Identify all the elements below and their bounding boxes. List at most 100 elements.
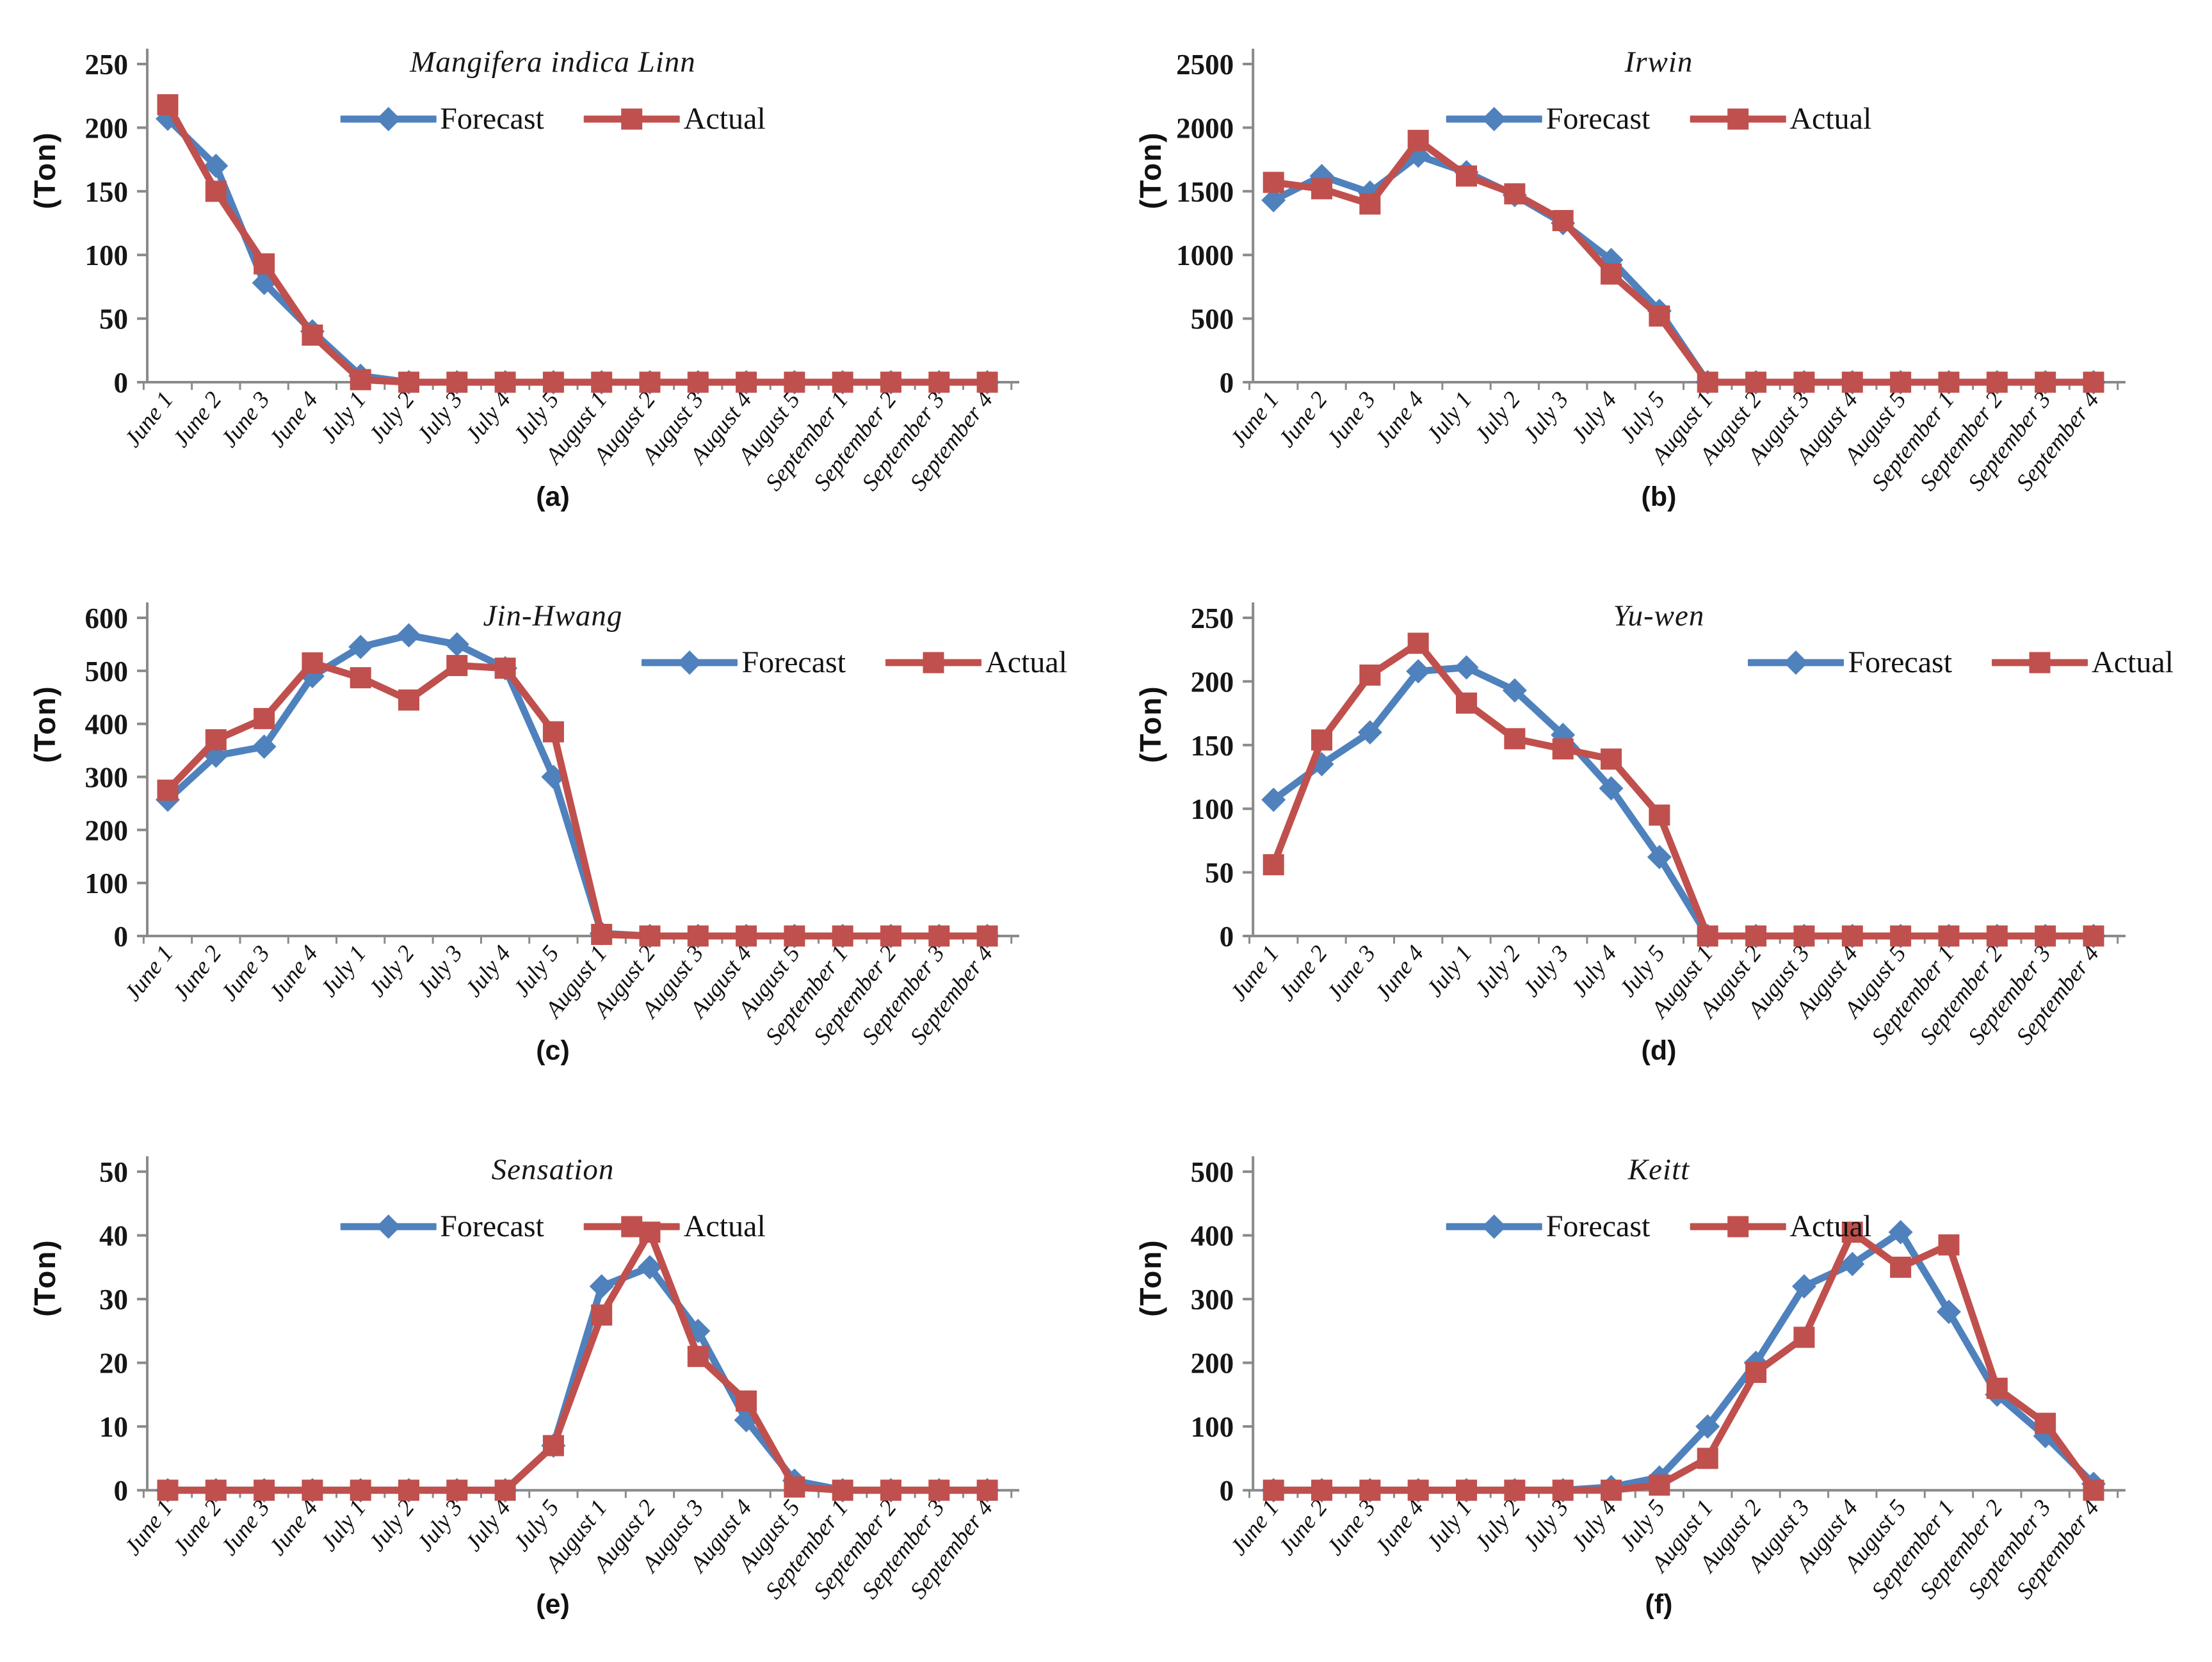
actual-marker bbox=[205, 729, 227, 751]
actual-marker bbox=[1311, 729, 1333, 751]
actual-marker bbox=[784, 371, 805, 393]
y-tick-label: 500 bbox=[1191, 1156, 1234, 1188]
actual-marker bbox=[494, 658, 516, 679]
actual-marker bbox=[302, 1480, 323, 1501]
forecast-marker bbox=[204, 154, 229, 179]
legend-forecast-label: Forecast bbox=[440, 102, 544, 136]
legend-forecast-label: Forecast bbox=[1848, 645, 1953, 679]
panel-b: Irwin (Ton) Forecast Actual 0 500 1000 1500… bbox=[1106, 0, 2212, 554]
actual-marker bbox=[1456, 692, 1478, 714]
panel-letter: (f) bbox=[1645, 1589, 1673, 1620]
legend-marker bbox=[376, 1214, 401, 1239]
panel-a: Mangifera indica Linn (Ton) Forecast Act… bbox=[0, 0, 1106, 554]
x-tick-label: June 2 bbox=[1273, 940, 1332, 1006]
actual-marker bbox=[2083, 925, 2104, 947]
legend-marker bbox=[621, 108, 643, 130]
x-tick-label: July 2 bbox=[364, 387, 419, 448]
actual-marker bbox=[639, 925, 661, 947]
actual-marker bbox=[687, 925, 709, 947]
y-tick-label: 200 bbox=[1191, 666, 1234, 698]
actual-marker bbox=[1793, 1327, 1815, 1348]
x-tick-label: July 3 bbox=[412, 940, 468, 1002]
actual-line-marker-icon bbox=[1690, 1216, 1786, 1238]
legend-item-actual: Actual bbox=[1992, 647, 2174, 678]
forecast-line bbox=[1270, 664, 2097, 940]
legend-marker bbox=[621, 1216, 643, 1238]
legend-marker bbox=[1727, 1216, 1748, 1238]
actual-marker bbox=[1697, 371, 1718, 393]
y-axis-label: (Ton) bbox=[28, 685, 61, 763]
actual-marker bbox=[1793, 371, 1815, 393]
actual-marker bbox=[1456, 1480, 1478, 1501]
y-tick-label: 100 bbox=[85, 239, 129, 271]
actual-marker bbox=[157, 94, 179, 116]
x-tick-label: June 2 bbox=[168, 1495, 227, 1560]
y-tick-label: 2500 bbox=[1176, 49, 1234, 81]
y-tick-label: 400 bbox=[1191, 1220, 1234, 1252]
actual-marker bbox=[1986, 1377, 2008, 1399]
legend-marker bbox=[376, 107, 401, 131]
y-axis-label: (Ton) bbox=[28, 131, 61, 209]
x-tick-label: July 1 bbox=[1421, 387, 1477, 448]
x-tick-label: June 1 bbox=[120, 1495, 179, 1560]
forecast-marker bbox=[1309, 752, 1334, 777]
actual-marker bbox=[1986, 925, 2008, 947]
actual-marker bbox=[1697, 1448, 1718, 1469]
x-tick-label: June 3 bbox=[1322, 387, 1381, 452]
forecast-marker bbox=[1695, 1414, 1720, 1439]
y-tick-label: 100 bbox=[1191, 1411, 1234, 1443]
actual-marker bbox=[1938, 371, 1960, 393]
legend-forecast-label: Forecast bbox=[1546, 1209, 1651, 1243]
actual-marker bbox=[1311, 178, 1333, 200]
y-tick-label: 2000 bbox=[1176, 112, 1234, 144]
actual-marker bbox=[591, 924, 613, 946]
forecast-line bbox=[164, 631, 991, 940]
forecast-line-marker-icon bbox=[340, 107, 437, 131]
actual-marker bbox=[494, 1480, 516, 1501]
x-tick-label: July 1 bbox=[1421, 940, 1477, 1002]
actual-marker bbox=[446, 371, 468, 393]
y-tick-label: 20 bbox=[99, 1348, 128, 1380]
panel-letter: (c) bbox=[536, 1035, 570, 1066]
y-axis-label: (Ton) bbox=[1134, 1239, 1167, 1317]
x-tick-label: June 4 bbox=[264, 387, 323, 452]
x-tick-label: July 4 bbox=[460, 1495, 516, 1556]
y-tick-label: 1500 bbox=[1176, 176, 1234, 208]
x-tick-label: July 3 bbox=[1518, 1495, 1574, 1556]
actual-marker bbox=[880, 371, 901, 393]
legend-forecast-label: Forecast bbox=[741, 645, 846, 679]
x-tick-label: June 1 bbox=[1225, 940, 1284, 1006]
forecast-line-marker-icon bbox=[642, 650, 738, 675]
actual-marker bbox=[1407, 129, 1429, 151]
y-tick-label: 50 bbox=[99, 303, 128, 335]
actual-marker bbox=[1504, 183, 1526, 205]
x-tick-label: June 2 bbox=[168, 387, 227, 452]
forecast-marker bbox=[1840, 1252, 1865, 1277]
actual-marker bbox=[446, 655, 468, 677]
x-tick-label: July 4 bbox=[460, 940, 516, 1002]
chart-title: Mangifera indica Linn bbox=[410, 45, 696, 79]
x-tick-label: July 3 bbox=[1518, 940, 1574, 1002]
x-tick-label: June 3 bbox=[1322, 940, 1381, 1006]
panel-f: Keitt (Ton) Forecast Actual 0 100 200 300 40… bbox=[1106, 1108, 2212, 1662]
forecast-marker bbox=[1454, 655, 1479, 680]
legend-item-forecast: Forecast bbox=[340, 1211, 544, 1242]
y-tick-label: 0 bbox=[1220, 921, 1234, 953]
legend-item-actual: Actual bbox=[583, 104, 766, 134]
y-tick-label: 500 bbox=[1191, 303, 1234, 335]
actual-marker bbox=[1263, 854, 1284, 876]
y-tick-label: 300 bbox=[85, 762, 129, 794]
legend-forecast-label: Forecast bbox=[440, 1209, 544, 1243]
actual-marker bbox=[205, 1480, 227, 1501]
legend-marker bbox=[1481, 107, 1506, 131]
actual-marker bbox=[832, 925, 853, 947]
y-tick-label: 0 bbox=[1220, 1475, 1234, 1507]
actual-marker bbox=[1890, 925, 1912, 947]
actual-marker bbox=[1359, 193, 1381, 215]
panel-letter: (b) bbox=[1641, 481, 1677, 512]
actual-marker bbox=[976, 371, 998, 393]
y-tick-label: 50 bbox=[99, 1156, 128, 1188]
